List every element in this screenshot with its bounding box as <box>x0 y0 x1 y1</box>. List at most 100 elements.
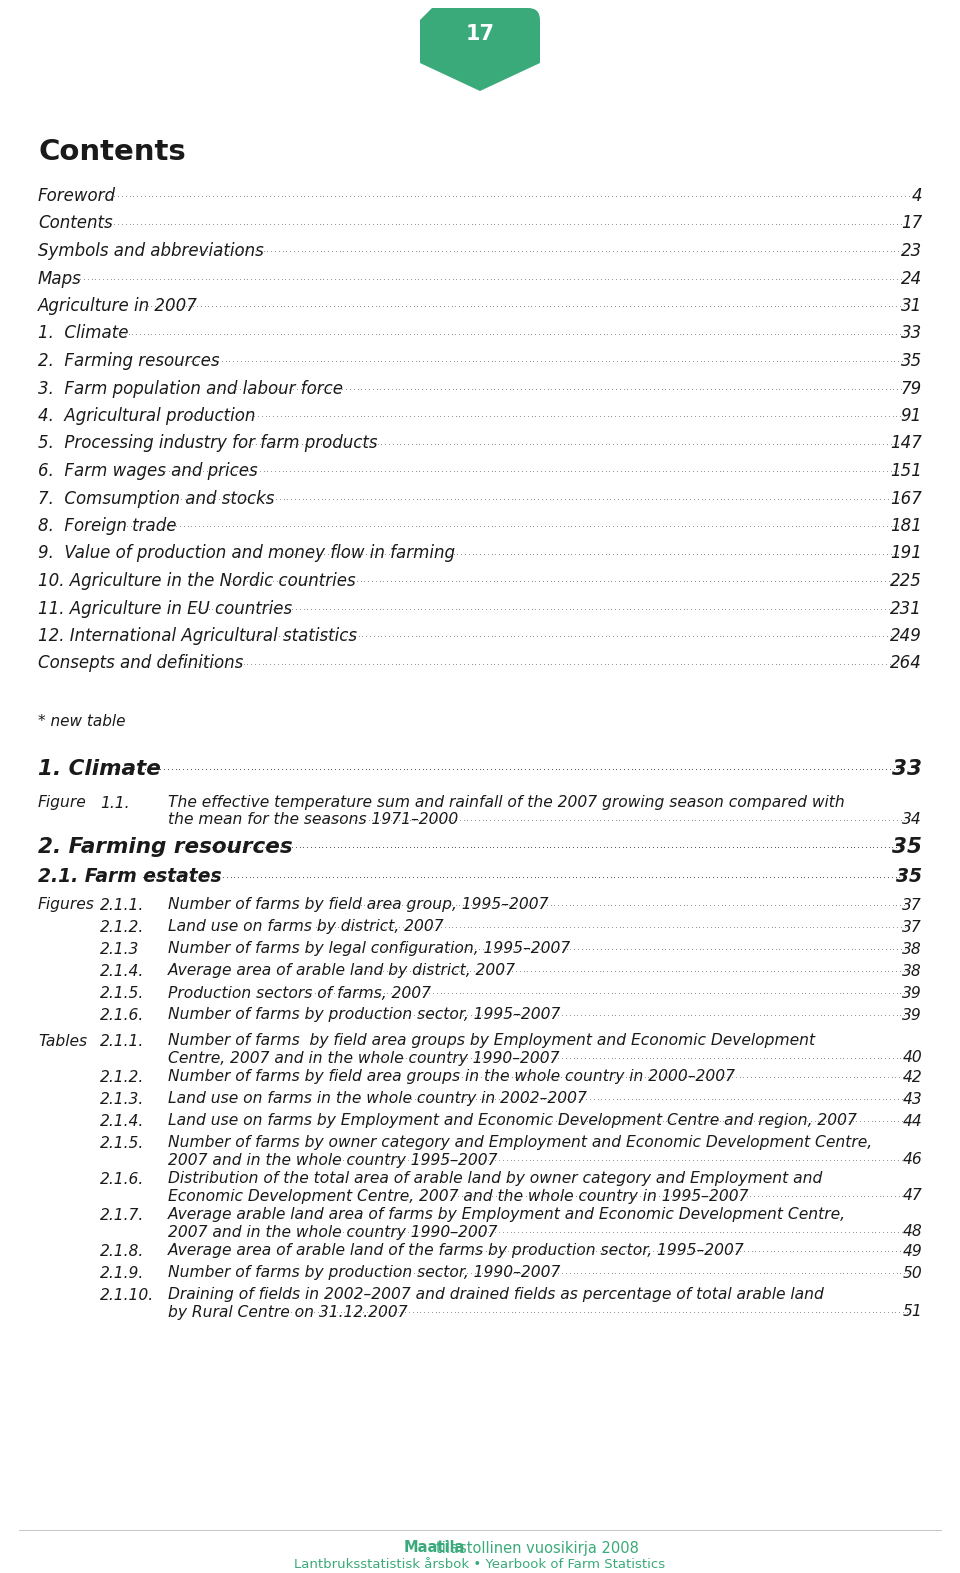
Text: 2.1.1.: 2.1.1. <box>100 1033 144 1049</box>
Text: 47: 47 <box>902 1189 922 1203</box>
Text: 2007 and in the whole country 1995–2007: 2007 and in the whole country 1995–2007 <box>168 1153 497 1167</box>
Text: Consepts and definitions: Consepts and definitions <box>38 654 243 673</box>
Text: Number of farms by production sector, 1995–2007: Number of farms by production sector, 19… <box>168 1007 561 1022</box>
Text: 2. Farming resources: 2. Farming resources <box>38 837 293 857</box>
Text: 43: 43 <box>902 1092 922 1106</box>
Text: 5.  Processing industry for farm products: 5. Processing industry for farm products <box>38 434 377 453</box>
Text: 2.1. Farm estates: 2.1. Farm estates <box>38 867 222 887</box>
Text: Production sectors of farms, 2007: Production sectors of farms, 2007 <box>168 986 431 1000</box>
Text: 151: 151 <box>890 462 922 480</box>
Text: Number of farms by field area groups in the whole country in 2000–2007: Number of farms by field area groups in … <box>168 1070 735 1084</box>
Text: Foreword: Foreword <box>38 187 116 204</box>
Text: * new table: * new table <box>38 714 126 728</box>
Text: 38: 38 <box>902 964 922 978</box>
Text: Economic Development Centre, 2007 and the whole country in 1995–2007: Economic Development Centre, 2007 and th… <box>168 1189 749 1203</box>
Text: 44: 44 <box>902 1114 922 1128</box>
Text: 4.  Agricultural production: 4. Agricultural production <box>38 407 255 425</box>
Text: 37: 37 <box>902 920 922 934</box>
Text: 1. Climate: 1. Climate <box>38 760 161 779</box>
Text: The effective temperature sum and rainfall of the 2007 growing season compared w: The effective temperature sum and rainfa… <box>168 796 845 810</box>
Text: Number of farms by field area group, 1995–2007: Number of farms by field area group, 199… <box>168 898 548 912</box>
Text: 2.1.6.: 2.1.6. <box>100 1172 144 1186</box>
Text: 1.1.: 1.1. <box>100 796 130 810</box>
Text: Number of farms by legal configuration, 1995–2007: Number of farms by legal configuration, … <box>168 942 570 956</box>
Text: 167: 167 <box>890 489 922 508</box>
Text: 39: 39 <box>902 986 922 1000</box>
Text: 181: 181 <box>890 518 922 535</box>
Text: 2.1.7.: 2.1.7. <box>100 1208 144 1222</box>
Text: 264: 264 <box>890 654 922 673</box>
Text: 49: 49 <box>902 1244 922 1258</box>
Text: 2.1.9.: 2.1.9. <box>100 1266 144 1280</box>
Text: Lantbruksstatistisk årsbok • Yearbook of Farm Statistics: Lantbruksstatistisk årsbok • Yearbook of… <box>295 1557 665 1570</box>
Text: Contents: Contents <box>38 214 112 233</box>
Text: 10. Agriculture in the Nordic countries: 10. Agriculture in the Nordic countries <box>38 573 355 590</box>
Text: 2.1.3.: 2.1.3. <box>100 1092 144 1106</box>
Text: 2.1.5.: 2.1.5. <box>100 1136 144 1150</box>
Text: Centre, 2007 and in the whole country 1990–2007: Centre, 2007 and in the whole country 19… <box>168 1051 560 1065</box>
Text: 6.  Farm wages and prices: 6. Farm wages and prices <box>38 462 257 480</box>
Text: 2.1.2.: 2.1.2. <box>100 1070 144 1084</box>
Text: 50: 50 <box>902 1266 922 1280</box>
Text: Number of farms  by field area groups by Employment and Economic Development: Number of farms by field area groups by … <box>168 1033 815 1049</box>
Text: 39: 39 <box>902 1007 922 1022</box>
Text: 2007 and in the whole country 1990–2007: 2007 and in the whole country 1990–2007 <box>168 1224 497 1240</box>
Text: 23: 23 <box>900 242 922 260</box>
Text: Distribution of the total area of arable land by owner category and Employment a: Distribution of the total area of arable… <box>168 1172 823 1186</box>
Text: the mean for the seasons 1971–2000: the mean for the seasons 1971–2000 <box>168 813 458 827</box>
Text: 33: 33 <box>900 324 922 343</box>
Text: 1.  Climate: 1. Climate <box>38 324 129 343</box>
Text: 2.1.5.: 2.1.5. <box>100 986 144 1000</box>
Text: 24: 24 <box>900 269 922 288</box>
Text: Figure: Figure <box>38 796 86 810</box>
Text: Number of farms by owner category and Employment and Economic Development Centre: Number of farms by owner category and Em… <box>168 1136 872 1150</box>
Text: Agriculture in 2007: Agriculture in 2007 <box>38 297 198 315</box>
Text: 51: 51 <box>902 1304 922 1320</box>
Text: Average area of arable land of the farms by production sector, 1995–2007: Average area of arable land of the farms… <box>168 1244 745 1258</box>
Text: tilastollinen vuosikirja 2008: tilastollinen vuosikirja 2008 <box>436 1540 639 1556</box>
Text: 37: 37 <box>902 898 922 912</box>
Text: 12. International Agricultural statistics: 12. International Agricultural statistic… <box>38 628 357 645</box>
Text: 33: 33 <box>892 760 922 779</box>
Text: 8.  Foreign trade: 8. Foreign trade <box>38 518 177 535</box>
Text: 2.1.10.: 2.1.10. <box>100 1287 155 1302</box>
Text: Figures: Figures <box>38 898 95 912</box>
Text: by Rural Centre on 31.12.2007: by Rural Centre on 31.12.2007 <box>168 1304 408 1320</box>
Text: 31: 31 <box>900 297 922 315</box>
Text: Draining of fields in 2002–2007 and drained fields as percentage of total arable: Draining of fields in 2002–2007 and drai… <box>168 1287 824 1302</box>
Text: Symbols and abbreviations: Symbols and abbreviations <box>38 242 264 260</box>
Text: Number of farms by production sector, 1990–2007: Number of farms by production sector, 19… <box>168 1266 561 1280</box>
Text: 34: 34 <box>902 813 922 827</box>
Text: Land use on farms by district, 2007: Land use on farms by district, 2007 <box>168 920 444 934</box>
Text: Maps: Maps <box>38 269 82 288</box>
Text: 17: 17 <box>900 214 922 233</box>
Text: 17: 17 <box>466 25 494 44</box>
Text: 40: 40 <box>902 1051 922 1065</box>
Text: 249: 249 <box>890 628 922 645</box>
Text: 4: 4 <box>911 187 922 204</box>
Text: 2.1.8.: 2.1.8. <box>100 1244 144 1258</box>
Text: 2.  Farming resources: 2. Farming resources <box>38 352 220 370</box>
Text: Tables: Tables <box>38 1033 87 1049</box>
Text: 7.  Comsumption and stocks: 7. Comsumption and stocks <box>38 489 275 508</box>
Text: 2.1.4.: 2.1.4. <box>100 1114 144 1128</box>
Text: 91: 91 <box>900 407 922 425</box>
Text: 9.  Value of production and money flow in farming: 9. Value of production and money flow in… <box>38 544 455 563</box>
Text: Average arable land area of farms by Employment and Economic Development Centre,: Average arable land area of farms by Emp… <box>168 1208 846 1222</box>
Text: Average area of arable land by district, 2007: Average area of arable land by district,… <box>168 964 516 978</box>
Text: 38: 38 <box>902 942 922 956</box>
Text: 42: 42 <box>902 1070 922 1084</box>
PathPatch shape <box>420 8 540 91</box>
Text: 231: 231 <box>890 599 922 618</box>
Text: 46: 46 <box>902 1153 922 1167</box>
Text: Contents: Contents <box>38 138 185 167</box>
Text: 2.1.4.: 2.1.4. <box>100 964 144 978</box>
Text: 35: 35 <box>892 837 922 857</box>
Text: 2.1.6.: 2.1.6. <box>100 1007 144 1022</box>
Text: 147: 147 <box>890 434 922 453</box>
Text: Land use on farms in the whole country in 2002–2007: Land use on farms in the whole country i… <box>168 1092 587 1106</box>
Text: 35: 35 <box>896 867 922 887</box>
Text: Maatila: Maatila <box>403 1540 465 1556</box>
Text: 2.1.2.: 2.1.2. <box>100 920 144 934</box>
Text: 2.1.3: 2.1.3 <box>100 942 139 956</box>
